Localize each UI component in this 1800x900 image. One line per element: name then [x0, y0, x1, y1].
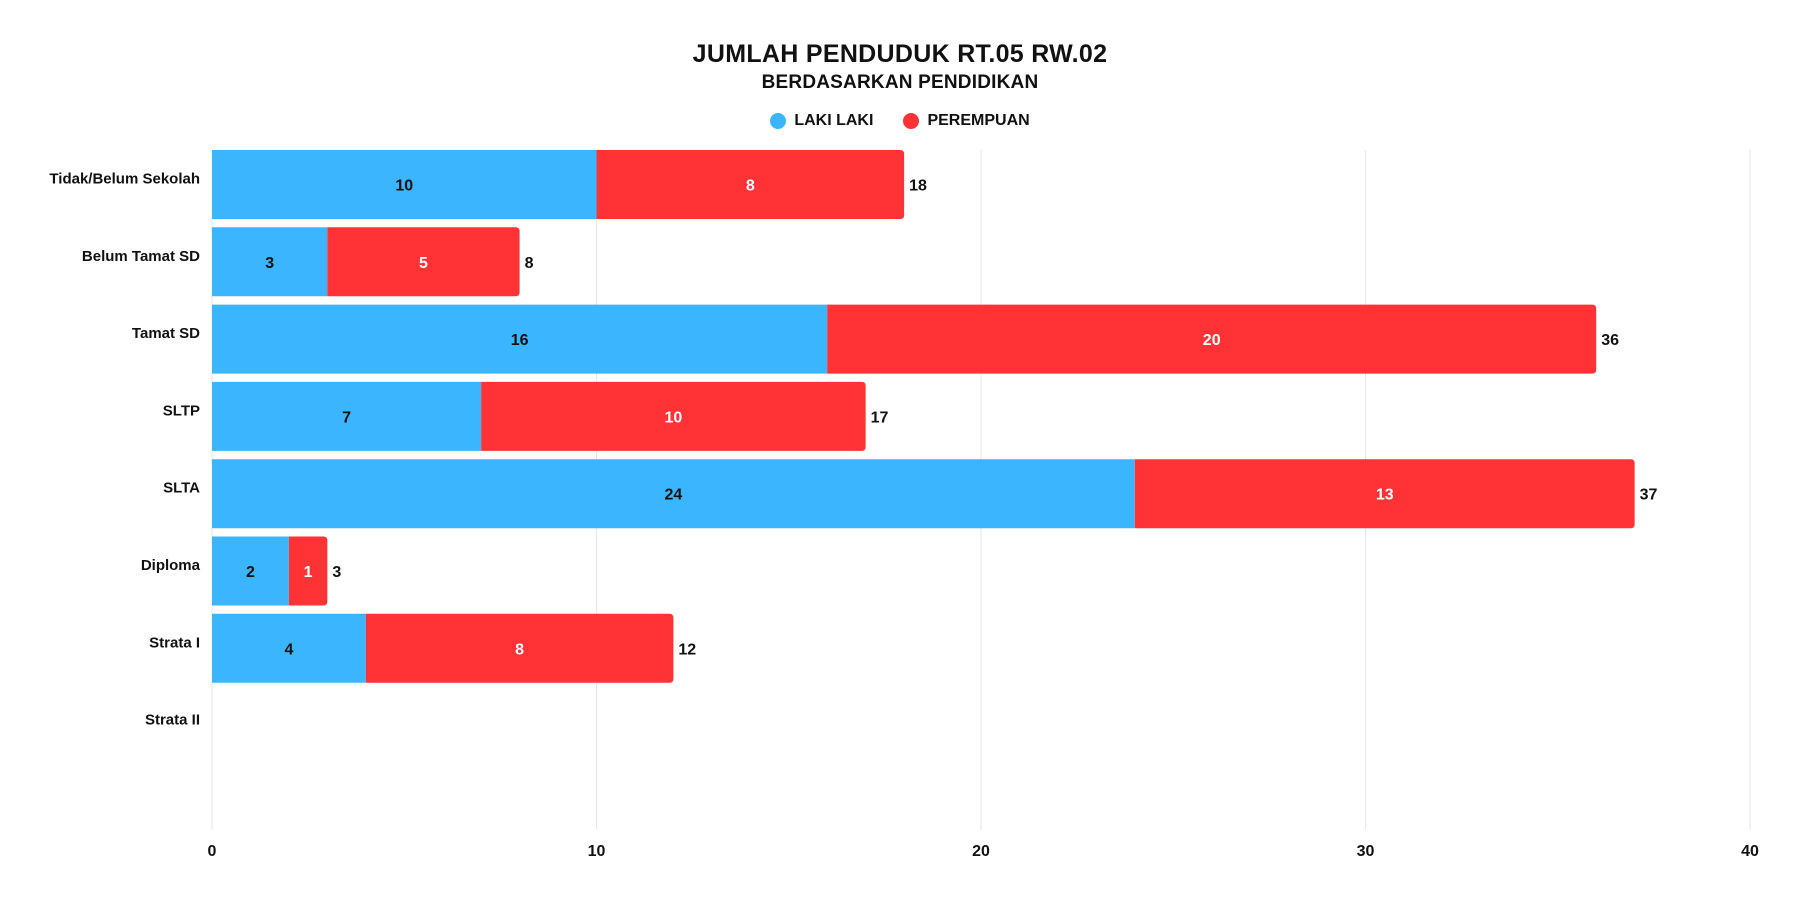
bar-laki-laki-4 [212, 459, 1135, 529]
legend-swatch-perempuan [903, 113, 920, 129]
total-label-2: 36 [1601, 332, 1619, 349]
bar-perempuan-3 [481, 381, 866, 451]
bar-perempuan-2 [827, 304, 1597, 374]
total-label-0: 18 [909, 178, 927, 195]
data-label-perempuan-3: 10 [665, 409, 683, 426]
category-label-6: Strata I [149, 634, 200, 651]
category-label-7: Strata II [145, 712, 200, 729]
x-tick-label-4: 40 [1741, 843, 1759, 860]
bar-laki-laki-2 [212, 304, 828, 374]
category-label-2: Tamat SD [132, 325, 200, 342]
category-label-5: Diploma [141, 557, 201, 574]
x-tick-label-1: 10 [588, 843, 606, 860]
bar-laki-laki-1 [212, 227, 328, 297]
x-tick-label-2: 20 [972, 843, 990, 860]
data-label-laki-laki-3: 7 [342, 409, 351, 426]
bar-perempuan-0 [596, 150, 905, 219]
total-label-1: 8 [525, 255, 534, 272]
category-label-1: Belum Tamat SD [82, 248, 200, 265]
bar-laki-laki-6 [212, 613, 366, 683]
bar-perempuan-6 [365, 613, 674, 683]
legend-item-laki-laki: LAKI LAKI [770, 112, 873, 130]
legend-item-perempuan: PEREMPUAN [903, 112, 1030, 130]
data-label-perempuan-4: 13 [1376, 487, 1394, 504]
bar-laki-laki-3 [212, 381, 482, 451]
legend: LAKI LAKI PEREMPUAN [0, 112, 1800, 130]
data-label-laki-laki-4: 24 [665, 487, 683, 504]
bar-laki-laki-5 [212, 536, 289, 606]
bar-perempuan-4 [1134, 459, 1635, 529]
category-label-3: SLTP [163, 402, 200, 419]
total-label-5: 3 [332, 564, 341, 581]
legend-label-perempuan: PEREMPUAN [927, 112, 1030, 129]
data-label-laki-laki-1: 3 [265, 255, 274, 272]
category-label-0: Tidak/Belum Sekolah [49, 171, 200, 188]
legend-label-laki-laki: LAKI LAKI [794, 112, 874, 129]
data-label-laki-laki-6: 4 [284, 641, 293, 658]
data-label-laki-laki-5: 2 [246, 564, 255, 581]
x-tick-label-3: 30 [1357, 843, 1375, 860]
x-tick-label-0: 0 [208, 843, 217, 860]
data-label-perempuan-0: 8 [746, 178, 755, 195]
total-label-4: 37 [1640, 487, 1658, 504]
bar-laki-laki-0 [212, 150, 597, 219]
data-label-perempuan-5: 1 [304, 564, 313, 581]
data-label-perempuan-2: 20 [1203, 332, 1221, 349]
data-label-perempuan-1: 5 [419, 255, 428, 272]
category-label-4: SLTA [163, 480, 200, 497]
total-label-6: 12 [678, 641, 696, 658]
legend-swatch-laki-laki [770, 113, 787, 129]
chart-title: JUMLAH PENDUDUK RT.05 RW.02 [692, 40, 1108, 68]
bar-perempuan-5 [288, 536, 328, 606]
total-label-3: 17 [871, 409, 889, 426]
data-label-laki-laki-2: 16 [511, 332, 529, 349]
data-label-perempuan-6: 8 [515, 641, 524, 658]
bar-perempuan-1 [327, 227, 520, 297]
chart-subtitle: BERDASARKAN PENDIDIKAN [761, 72, 1039, 93]
data-label-laki-laki-0: 10 [395, 178, 413, 195]
